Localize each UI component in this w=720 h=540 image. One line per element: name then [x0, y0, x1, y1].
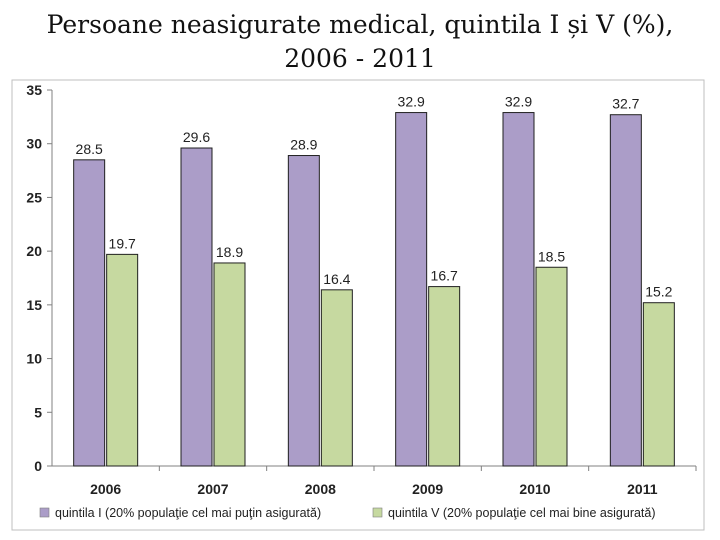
y-tick-label: 25 — [26, 189, 42, 205]
bars — [73, 112, 675, 467]
x-tick-label: 2006 — [90, 481, 121, 497]
bar-series-2 — [535, 266, 568, 467]
y-tick-label: 10 — [26, 351, 42, 367]
bar-series-2 — [642, 302, 675, 467]
x-tick-label: 2007 — [197, 481, 228, 497]
bar-series-2 — [213, 262, 246, 467]
bar-series-1 — [395, 112, 428, 467]
legend-swatch-series-1 — [39, 507, 50, 518]
chart-title-line-1: Persoane neasigurate medical, quintila I… — [46, 10, 674, 39]
chart-title: Persoane neasigurate medical, quintila I… — [0, 8, 720, 76]
bar-series-2 — [106, 253, 139, 467]
x-tick-label: 2010 — [519, 481, 550, 497]
data-label-series-2: 18.9 — [216, 244, 243, 260]
data-label-series-1: 29.6 — [183, 129, 210, 145]
y-axis-ticks: 0 5 10 15 20 25 30 35 — [26, 82, 52, 474]
y-tick-label: 35 — [26, 82, 42, 98]
bar-series-1 — [609, 114, 642, 467]
bar-series-1 — [73, 159, 106, 467]
y-tick-label: 5 — [34, 404, 42, 420]
x-tick-label: 2011 — [627, 481, 658, 497]
chart-title-line-2: 2006 - 2011 — [284, 44, 436, 73]
bar-series-1 — [502, 112, 535, 467]
y-tick-label: 15 — [26, 297, 42, 313]
y-tick-label: 20 — [26, 243, 42, 259]
bar-series-1 — [287, 155, 320, 467]
data-label-series-2: 18.5 — [538, 248, 565, 264]
data-label-series-2: 16.7 — [431, 268, 458, 284]
x-axis-ticks: 2006 2007 2008 2009 2010 2011 — [90, 466, 697, 497]
legend-swatch-series-2 — [372, 507, 383, 518]
legend: quintila I (20% populaţie cel mai puţin … — [39, 506, 656, 520]
data-label-series-2: 16.4 — [323, 271, 350, 287]
x-tick-label: 2009 — [412, 481, 443, 497]
x-tick-label: 2008 — [305, 481, 336, 497]
data-label-series-1: 32.9 — [505, 94, 532, 110]
bar-series-2 — [428, 286, 461, 467]
data-label-series-1: 32.7 — [612, 96, 639, 112]
data-label-series-1: 28.5 — [76, 141, 103, 157]
bar-series-2 — [320, 289, 353, 467]
y-tick-label: 0 — [34, 458, 42, 474]
y-tick-label: 30 — [26, 136, 42, 152]
plot-area — [52, 90, 696, 466]
data-labels: 28.5 19.7 29.6 18.9 28.9 16.4 32.9 16.7 32.9 18.5… — [76, 94, 673, 300]
bar-series-1 — [180, 147, 213, 467]
legend-label-series-1: quintila I (20% populaţie cel mai puţin … — [55, 506, 321, 520]
legend-label-series-2: quintila V (20% populaţie cel mai bine a… — [388, 506, 656, 520]
data-label-series-1: 28.9 — [290, 137, 317, 153]
data-label-series-2: 15.2 — [645, 284, 672, 300]
data-label-series-1: 32.9 — [398, 94, 425, 110]
data-label-series-2: 19.7 — [109, 235, 136, 251]
